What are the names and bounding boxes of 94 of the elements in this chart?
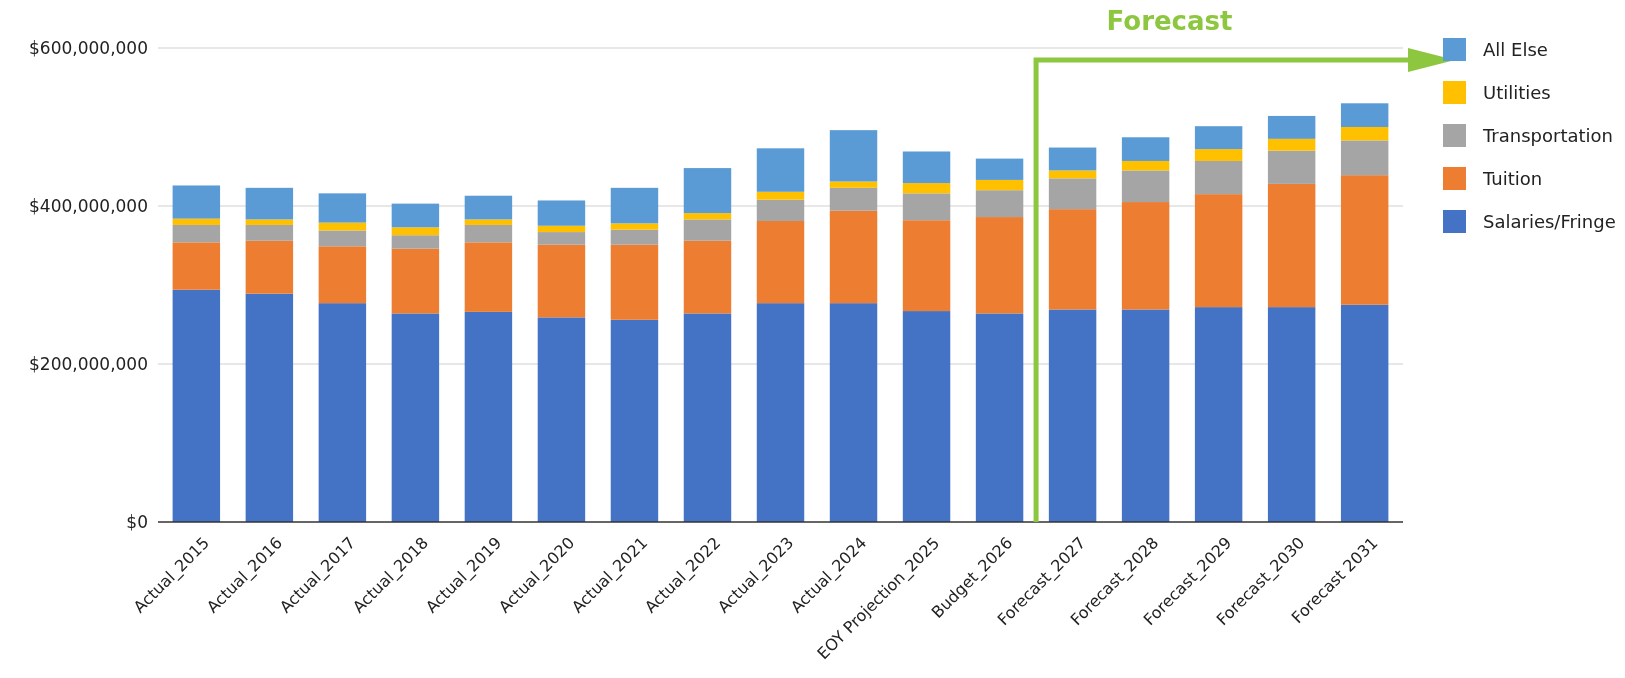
bar <box>756 148 805 192</box>
bar <box>902 151 951 184</box>
legend-label: Utilities <box>1483 82 1551 104</box>
bar <box>1048 209 1097 310</box>
bar <box>756 221 805 304</box>
bar <box>829 130 878 182</box>
bar <box>537 317 586 522</box>
y-tick-label: $200,000,000 <box>29 353 148 374</box>
bar <box>1048 170 1097 179</box>
bar <box>537 225 586 233</box>
bar <box>902 311 951 522</box>
bar <box>1194 160 1243 195</box>
bar <box>1121 137 1170 161</box>
bar <box>975 158 1024 180</box>
bar <box>1048 178 1097 210</box>
bar <box>537 200 586 226</box>
legend-label: All Else <box>1483 39 1548 61</box>
bar <box>829 303 878 522</box>
bar <box>975 179 1024 191</box>
bar <box>902 193 951 221</box>
bar <box>1194 149 1243 161</box>
bar <box>464 195 513 220</box>
bar <box>318 193 367 223</box>
bar <box>172 289 221 522</box>
bar <box>756 199 805 222</box>
bar <box>610 244 659 320</box>
bar <box>683 313 732 522</box>
legend-label: Salaries/Fringe <box>1483 211 1616 233</box>
bar <box>1267 150 1316 184</box>
bar <box>1340 127 1389 141</box>
bar <box>391 248 440 314</box>
bar <box>172 242 221 290</box>
bar <box>172 185 221 219</box>
bar <box>683 219 732 241</box>
bar <box>245 224 294 241</box>
bar <box>537 244 586 318</box>
bar <box>464 224 513 243</box>
bar <box>1194 194 1243 308</box>
bar <box>1121 309 1170 522</box>
bar <box>1267 307 1316 522</box>
bar <box>464 242 513 312</box>
bar <box>683 240 732 314</box>
bar <box>537 232 586 245</box>
legend-label: Tuition <box>1482 168 1543 190</box>
bar <box>318 230 367 247</box>
bar <box>318 246 367 304</box>
bar <box>172 218 221 225</box>
bar <box>829 210 878 304</box>
bar <box>756 303 805 522</box>
bar <box>829 181 878 188</box>
bar <box>172 224 221 243</box>
bar <box>1194 126 1243 150</box>
bar <box>464 219 513 225</box>
bar <box>1340 140 1389 176</box>
bar <box>1340 175 1389 305</box>
legend-label: Transportation <box>1482 125 1613 147</box>
bar <box>245 293 294 522</box>
bar <box>1340 103 1389 127</box>
bar <box>1048 147 1097 171</box>
bar <box>464 311 513 522</box>
bar <box>1048 309 1097 522</box>
bar <box>829 187 878 211</box>
bar <box>391 203 440 228</box>
bar <box>391 235 440 249</box>
bar <box>1267 115 1316 139</box>
y-tick-label: $400,000,000 <box>29 195 148 216</box>
bar <box>391 313 440 522</box>
text: Forecast <box>1106 6 1233 36</box>
bar <box>1121 160 1170 171</box>
bar <box>610 187 659 224</box>
bar <box>683 168 732 214</box>
bar <box>683 213 732 220</box>
y-tick-label: $0 <box>126 511 148 532</box>
bar <box>902 220 951 312</box>
bar <box>610 223 659 230</box>
bar <box>610 319 659 522</box>
bar <box>902 183 951 194</box>
bar <box>1121 170 1170 203</box>
bar <box>318 303 367 522</box>
bar <box>756 191 805 200</box>
bar <box>1267 183 1316 308</box>
bar <box>391 227 440 236</box>
bar <box>245 219 294 225</box>
bar <box>245 240 294 294</box>
bar <box>245 187 294 220</box>
bar <box>1194 307 1243 522</box>
bar <box>975 190 1024 218</box>
bar <box>975 217 1024 314</box>
y-tick-label: $600,000,000 <box>29 37 148 58</box>
bar <box>975 313 1024 522</box>
bar <box>610 229 659 245</box>
bar <box>1121 202 1170 310</box>
bar <box>1340 304 1389 522</box>
bar <box>1267 138 1316 151</box>
